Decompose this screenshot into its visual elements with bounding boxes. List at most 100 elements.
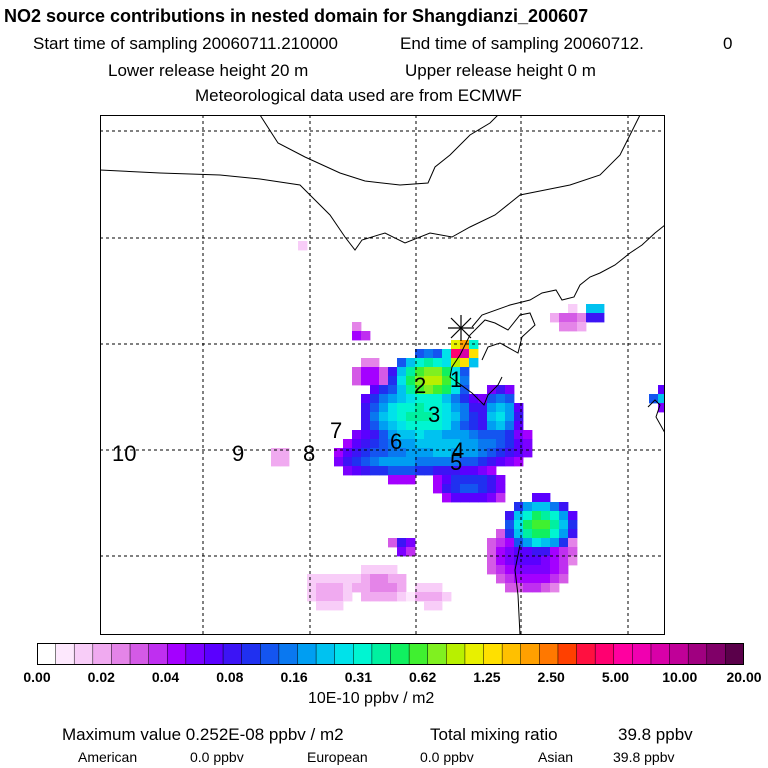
concentration-cell [460, 367, 470, 377]
concentration-cell [487, 493, 497, 503]
concentration-cell [532, 520, 542, 530]
concentration-cell [451, 466, 461, 476]
concentration-cell [442, 457, 452, 467]
source-label: 1 [450, 367, 462, 392]
concentration-cell [379, 421, 389, 431]
colorbar-cell [297, 643, 317, 665]
concentration-cell [316, 574, 326, 584]
concentration-cell [316, 583, 326, 593]
concentration-cell [424, 412, 434, 422]
concentration-cell [541, 574, 551, 584]
concentration-cell [406, 358, 416, 368]
concentration-cell [460, 448, 470, 458]
concentration-cell [577, 322, 587, 332]
concentration-cell [514, 448, 524, 458]
concentration-cell [496, 412, 506, 422]
colorbar [37, 643, 744, 665]
concentration-cell [307, 592, 317, 602]
concentration-cell [496, 421, 506, 431]
concentration-cell [370, 403, 380, 413]
concentration-cell [514, 565, 524, 575]
concentration-cell [568, 313, 578, 323]
concentration-cell [523, 547, 533, 557]
concentration-cell [550, 538, 560, 548]
concentration-cell [559, 529, 569, 539]
concentration-cell [424, 385, 434, 395]
concentration-cell [370, 466, 380, 476]
concentration-cell [388, 574, 398, 584]
concentration-cell [424, 358, 434, 368]
concentration-cell [370, 385, 380, 395]
colorbar-tick-label: 0.16 [280, 669, 308, 685]
concentration-cell [541, 529, 551, 539]
concentration-cell [505, 547, 515, 557]
concentration-cell [361, 592, 371, 602]
concentration-cell [406, 457, 416, 467]
colorbar-cell [594, 643, 615, 665]
concentration-cell [280, 457, 290, 467]
concentration-cell [460, 493, 470, 503]
concentration-cell [334, 574, 344, 584]
colorbar-unit: 10E-10 ppbv / m2 [308, 690, 435, 707]
concentration-cell [487, 556, 497, 566]
concentration-cell [469, 475, 479, 485]
concentration-cell [505, 439, 515, 449]
concentration-cell [442, 592, 452, 602]
concentration-cell [460, 484, 470, 494]
concentration-cell [595, 313, 605, 323]
concentration-cell [442, 349, 452, 359]
concentration-cell [379, 403, 389, 413]
concentration-cell [478, 493, 488, 503]
concentration-cell [397, 538, 407, 548]
concentration-cell [568, 304, 578, 314]
concentration-cell [424, 376, 434, 386]
end-time-suffix: 0 [723, 34, 733, 53]
colorbar-tick-label: 20.00 [726, 669, 762, 685]
coastlines [100, 115, 665, 635]
concentration-cell [451, 430, 461, 440]
concentration-cell [514, 529, 524, 539]
concentration-cell [370, 376, 380, 386]
concentration-cell [541, 520, 551, 530]
concentration-cell [343, 574, 353, 584]
concentration-cell [496, 556, 506, 566]
concentration-cell [388, 367, 398, 377]
concentration-cell [424, 448, 434, 458]
concentration-cell [442, 421, 452, 431]
concentration-cell [442, 358, 452, 368]
colorbar-cell [687, 643, 708, 665]
concentration-cell [532, 493, 542, 503]
concentration-cell [361, 439, 371, 449]
concentration-cell [415, 358, 425, 368]
concentration-cell [451, 475, 461, 485]
concentration-cell [451, 385, 461, 395]
concentration-cell [514, 430, 524, 440]
concentration-cell [316, 592, 326, 602]
concentration-cell [460, 394, 470, 404]
concentration-cell [442, 385, 452, 395]
colorbar-cell [371, 643, 392, 665]
concentration-cell [451, 394, 461, 404]
concentration-cell [406, 475, 416, 485]
concentration-cell [469, 457, 479, 467]
concentration-cell [415, 349, 425, 359]
concentration-cell [496, 457, 506, 467]
concentration-cell [505, 565, 515, 575]
concentration-cell [496, 475, 506, 485]
concentration-cell [433, 457, 443, 467]
concentration-cell [496, 574, 506, 584]
concentration-cell [397, 592, 407, 602]
concentration-cell [523, 511, 533, 521]
concentration-cell [415, 403, 425, 413]
concentration-cell [496, 385, 506, 395]
concentration-cell [532, 583, 542, 593]
concentration-cell [433, 466, 443, 476]
concentration-cell [406, 421, 416, 431]
concentration-cell [397, 367, 407, 377]
concentration-cell [424, 403, 434, 413]
source-label: 10 [112, 441, 136, 466]
concentration-cell [433, 475, 443, 485]
concentration-cell [568, 529, 578, 539]
concentration-cell [361, 358, 371, 368]
concentration-cell [505, 529, 515, 539]
